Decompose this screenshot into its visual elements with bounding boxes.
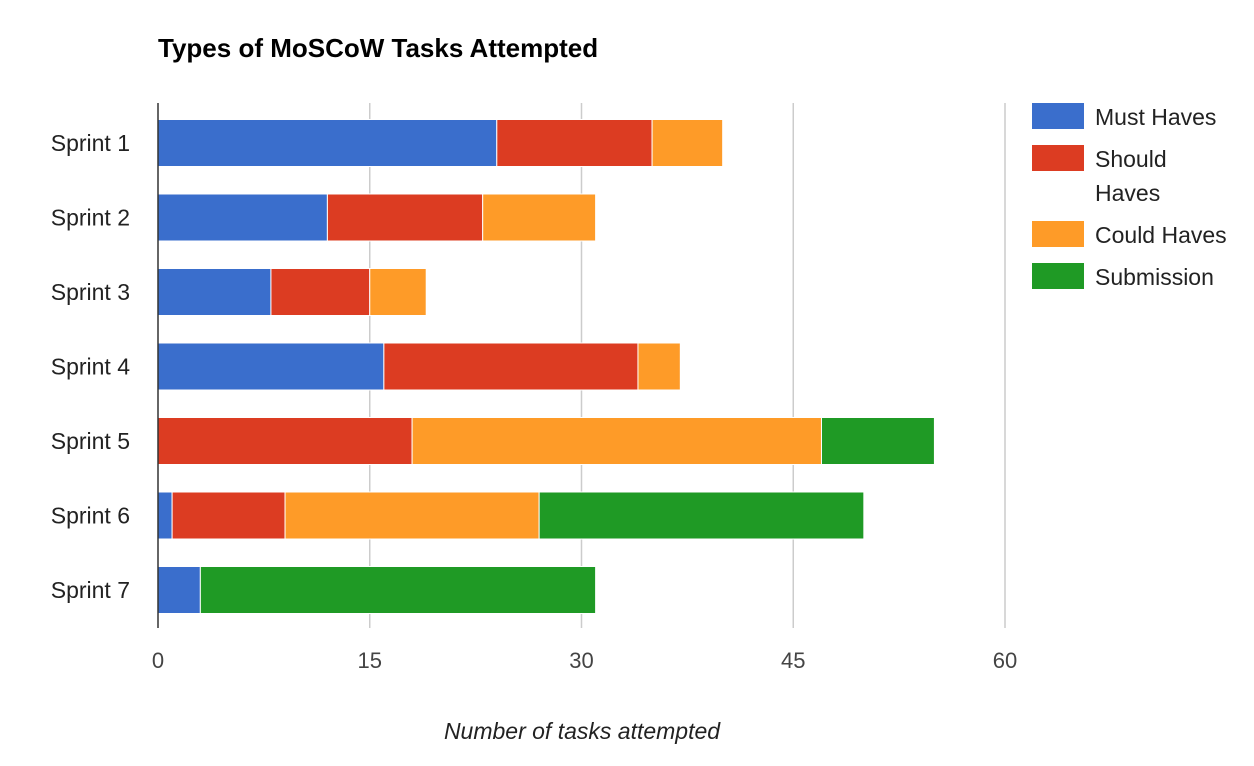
bar-submission [538,491,865,540]
x-tick-label: 0 [152,648,164,673]
legend-swatch [1032,263,1084,289]
category-label: Sprint 3 [51,279,130,305]
category-label: Sprint 5 [51,428,130,454]
bar-must-haves [157,268,272,316]
bars [157,119,935,614]
bar-should-haves [383,342,639,391]
x-tick-label: 45 [781,648,805,673]
legend-swatch [1032,221,1084,247]
x-tick-label: 30 [569,648,593,673]
bar-should-haves [326,193,484,242]
bar-could-haves [651,119,724,167]
bar-submission [820,417,935,465]
legend: Must Haves Should Haves Could Haves Submissi… [1032,103,1227,290]
legend-label: Should Haves [1095,146,1167,206]
bar-must-haves [157,193,328,242]
bar-could-haves [369,268,427,316]
bar-must-haves [157,119,498,167]
x-tick-labels: 0 15 30 45 60 [152,648,1017,673]
category-label: Sprint 6 [51,503,130,529]
bar-submission [199,566,597,614]
bar-could-haves [284,491,540,540]
bar-should-haves [171,491,286,540]
legend-label: Could Haves [1095,222,1227,248]
legend-label: Submission [1095,264,1214,290]
legend-label: Must Haves [1095,104,1216,130]
bar-could-haves [482,193,597,242]
bar-must-haves [157,566,201,614]
category-labels: Sprint 1 Sprint 2 Sprint 3 Sprint 4 Sprint 5… [51,130,130,603]
bar-could-haves [637,342,681,391]
bar-should-haves [496,119,653,167]
category-label: Sprint 1 [51,130,130,156]
category-label: Sprint 7 [51,577,130,603]
bar-must-haves [157,491,173,540]
x-axis-title: Number of tasks attempted [444,718,721,744]
x-tick-label: 60 [993,648,1017,673]
bar-must-haves [157,342,385,391]
category-label: Sprint 2 [51,205,130,231]
chart-title: Types of MoSCoW Tasks Attempted [158,33,598,63]
bar-should-haves [270,268,371,316]
category-label: Sprint 4 [51,354,130,380]
legend-swatch [1032,103,1084,129]
bar-should-haves [157,417,413,465]
bar-could-haves [411,417,822,465]
x-tick-label: 15 [358,648,382,673]
legend-swatch [1032,145,1084,171]
